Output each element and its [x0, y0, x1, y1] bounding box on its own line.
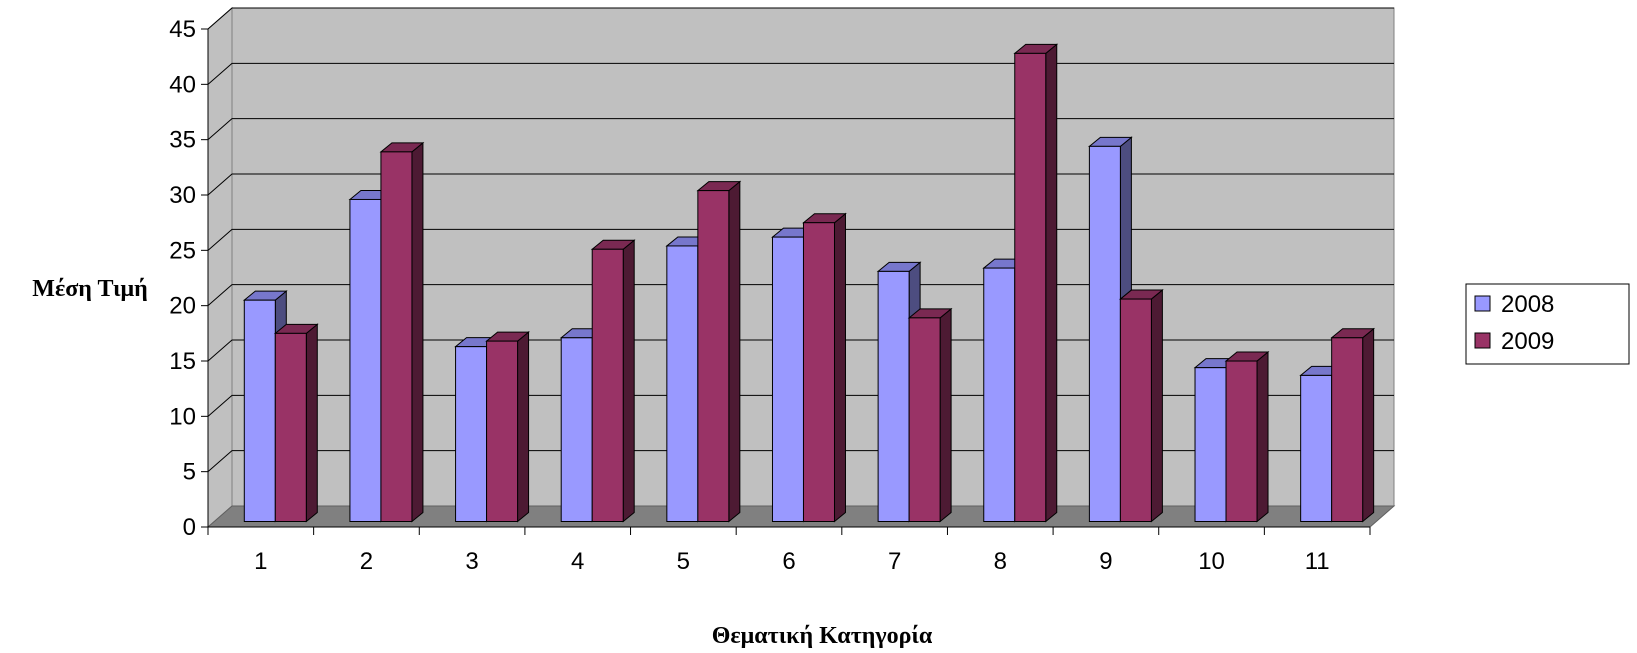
legend-swatch [1474, 295, 1491, 312]
bar [1118, 289, 1164, 523]
bar-front-face [1300, 374, 1333, 523]
bar-front-face [1331, 337, 1364, 522]
x-tick-label: 7 [888, 548, 901, 575]
gridline [207, 118, 1394, 141]
x-axis-title: Θεματική Κατηγορία [712, 623, 933, 649]
legend-label: 2009 [1501, 328, 1554, 355]
bar [1330, 327, 1376, 523]
y-tick-label: 10 [169, 403, 196, 430]
bar-side-face [517, 331, 530, 523]
bar-side-face [728, 180, 741, 523]
bar-side-face [622, 239, 635, 523]
y-tick-label: 40 [169, 71, 196, 98]
x-tick-label: 5 [677, 548, 690, 575]
bar-front-face [908, 317, 941, 522]
bar-side-face [833, 212, 846, 523]
bar [1013, 43, 1059, 523]
bar [379, 141, 425, 523]
x-tick-label: 4 [571, 548, 584, 575]
gridline [207, 173, 1394, 196]
bar-front-face [802, 222, 835, 522]
y-tick-label: 15 [169, 348, 196, 375]
y-tick-label: 0 [183, 514, 196, 541]
gridline [207, 228, 1394, 251]
x-tick-label: 10 [1198, 548, 1225, 575]
bar [485, 331, 530, 523]
bar-front-face [486, 340, 519, 523]
bar-side-face [1045, 43, 1058, 523]
bar-front-face [1014, 52, 1047, 522]
bar-front-face [349, 198, 382, 523]
bar [590, 239, 636, 523]
bar [907, 307, 953, 523]
bar-front-face [1088, 145, 1121, 522]
legend-swatch [1474, 332, 1491, 349]
bar-side-face [1150, 289, 1163, 523]
bar-front-face [455, 346, 488, 522]
y-tick-label: 30 [169, 182, 196, 209]
legend-box [1465, 283, 1630, 365]
legend: 2008 2009 [1465, 283, 1630, 365]
bar [696, 180, 742, 523]
x-tick-label: 2 [360, 548, 373, 575]
bar-front-face [877, 270, 910, 523]
x-tick-label: 11 [1305, 548, 1330, 575]
bar-side-face [1362, 327, 1375, 523]
x-tick-label: 8 [994, 548, 1007, 575]
bar [1224, 350, 1270, 523]
gridline [207, 62, 1394, 85]
y-tick-label: 20 [169, 293, 196, 320]
bar-front-face [666, 245, 699, 522]
bar-front-face [1119, 298, 1152, 522]
bar [802, 212, 847, 523]
gridline [207, 7, 1394, 30]
y-axis-title: Μέση Τιμή [32, 276, 147, 302]
bar-front-face [560, 337, 593, 522]
y-tick-label: 5 [183, 459, 196, 486]
side-wall [207, 6, 233, 529]
bar-side-face [939, 307, 952, 523]
y-tick-label: 35 [169, 127, 196, 154]
bar-side-face [1256, 350, 1269, 523]
y-tick-label: 45 [169, 16, 196, 43]
bar-front-face [697, 190, 730, 523]
y-tick-label: 25 [169, 237, 196, 264]
bar-front-face [243, 299, 276, 522]
bar-side-face [411, 141, 424, 523]
bar-front-face [1194, 367, 1227, 522]
bar-front-face [983, 267, 1016, 522]
x-tick-label: 3 [465, 548, 478, 575]
bar [273, 323, 319, 523]
bar-front-face [274, 332, 307, 522]
bar-side-face [305, 323, 318, 523]
bar-front-face [771, 236, 804, 522]
bar-front-face [591, 248, 624, 522]
bar-front-face [380, 151, 413, 523]
x-tick-label: 6 [782, 548, 795, 575]
x-tick-label: 9 [1099, 548, 1112, 575]
legend-label: 2008 [1501, 291, 1554, 318]
x-tick-label: 1 [254, 548, 267, 575]
bar-front-face [1225, 360, 1258, 522]
